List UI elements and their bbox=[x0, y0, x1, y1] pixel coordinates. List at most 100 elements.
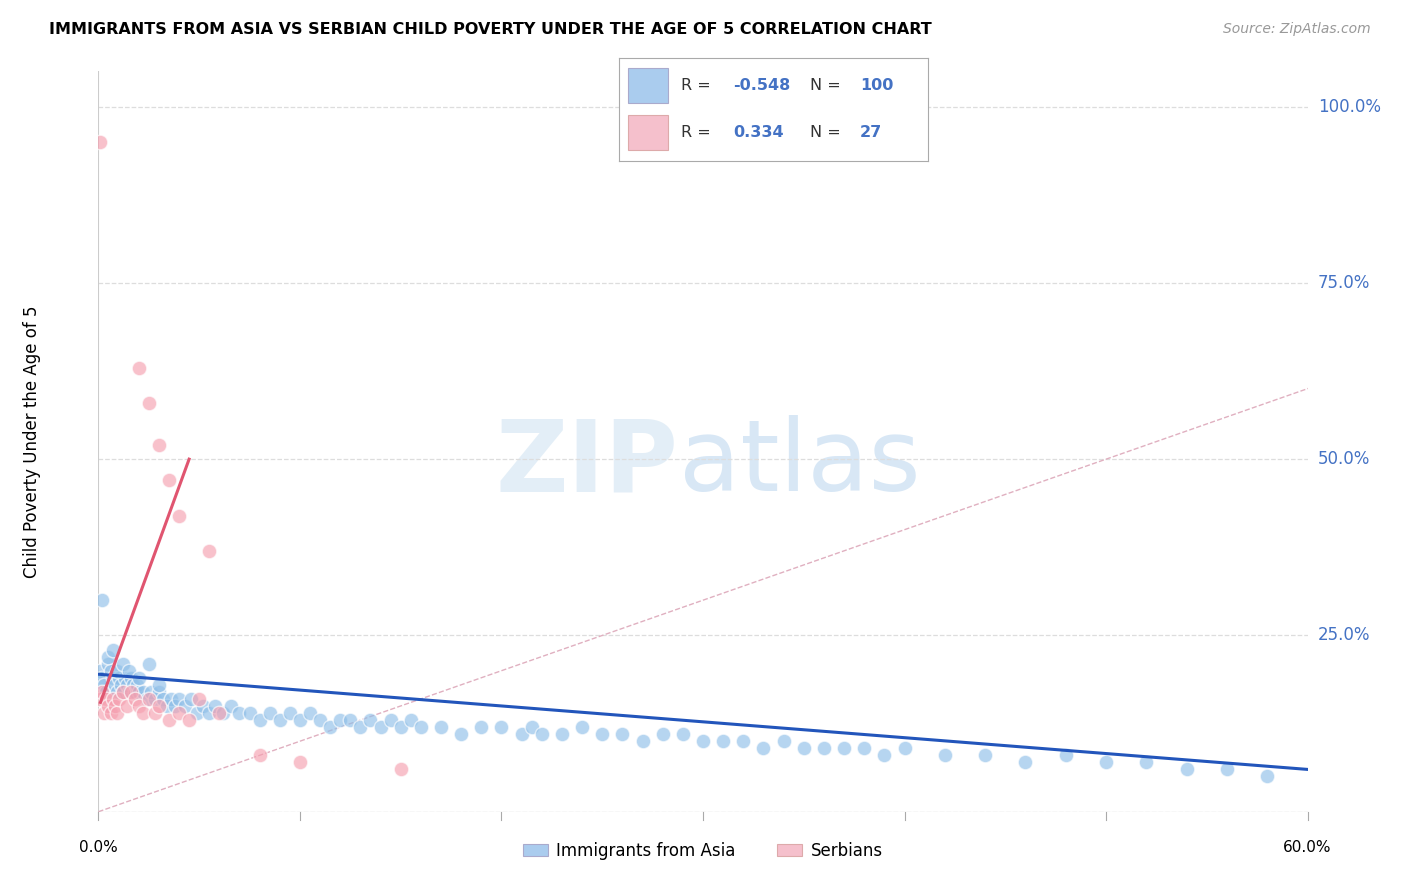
Point bbox=[974, 748, 997, 763]
Point bbox=[96, 692, 118, 706]
Point bbox=[148, 685, 170, 699]
Point bbox=[1216, 763, 1239, 777]
Point bbox=[157, 713, 180, 727]
Point bbox=[128, 671, 150, 685]
Point bbox=[118, 685, 141, 699]
Point bbox=[711, 734, 734, 748]
Point bbox=[1175, 763, 1198, 777]
Point bbox=[157, 473, 180, 487]
Text: -0.548: -0.548 bbox=[733, 78, 790, 93]
Point bbox=[125, 678, 148, 692]
Text: 75.0%: 75.0% bbox=[1317, 274, 1369, 292]
Text: 100: 100 bbox=[860, 78, 893, 93]
Point bbox=[470, 720, 492, 734]
Point bbox=[103, 678, 125, 692]
Point bbox=[249, 713, 271, 727]
Point bbox=[156, 698, 179, 713]
Point bbox=[100, 706, 122, 720]
Point bbox=[114, 671, 136, 685]
Text: N =: N = bbox=[810, 126, 846, 140]
Text: 25.0%: 25.0% bbox=[1317, 626, 1371, 644]
Point bbox=[128, 360, 150, 375]
Point bbox=[148, 678, 170, 692]
Point bbox=[101, 692, 124, 706]
Point bbox=[143, 692, 166, 706]
Point bbox=[198, 544, 221, 558]
Point bbox=[160, 692, 183, 706]
Point bbox=[571, 720, 593, 734]
Point bbox=[813, 741, 835, 756]
Point bbox=[389, 763, 412, 777]
Point bbox=[124, 692, 146, 706]
Point bbox=[167, 508, 190, 523]
Point bbox=[138, 692, 160, 706]
Text: N =: N = bbox=[810, 78, 846, 93]
Point bbox=[121, 678, 143, 692]
Point bbox=[329, 713, 352, 727]
Point bbox=[110, 678, 132, 692]
Point bbox=[139, 685, 162, 699]
Point bbox=[339, 713, 361, 727]
Point bbox=[349, 720, 371, 734]
Point bbox=[148, 698, 170, 713]
Point bbox=[138, 657, 160, 671]
Point bbox=[212, 706, 235, 720]
Point bbox=[370, 720, 392, 734]
Point bbox=[128, 698, 150, 713]
Legend: Immigrants from Asia, Serbians: Immigrants from Asia, Serbians bbox=[516, 835, 890, 866]
Point bbox=[91, 685, 114, 699]
Point bbox=[89, 692, 111, 706]
Bar bbox=[628, 115, 668, 150]
Text: IMMIGRANTS FROM ASIA VS SERBIAN CHILD POVERTY UNDER THE AGE OF 5 CORRELATION CHA: IMMIGRANTS FROM ASIA VS SERBIAN CHILD PO… bbox=[49, 22, 932, 37]
Text: 0.334: 0.334 bbox=[733, 126, 783, 140]
Point bbox=[105, 664, 128, 678]
Point bbox=[188, 692, 211, 706]
Point bbox=[832, 741, 855, 756]
Point bbox=[612, 727, 634, 741]
Point bbox=[103, 698, 125, 713]
Point bbox=[111, 685, 134, 699]
Point bbox=[389, 720, 412, 734]
Point bbox=[510, 727, 533, 741]
Point bbox=[107, 692, 129, 706]
Point bbox=[167, 706, 190, 720]
Point bbox=[450, 727, 472, 741]
Point bbox=[319, 720, 342, 734]
Point bbox=[111, 657, 134, 671]
Point bbox=[1014, 756, 1036, 770]
Point bbox=[249, 748, 271, 763]
Point bbox=[591, 727, 613, 741]
Point bbox=[934, 748, 956, 763]
Point bbox=[120, 685, 142, 699]
Point bbox=[179, 713, 201, 727]
Point bbox=[1095, 756, 1118, 770]
Point bbox=[360, 713, 382, 727]
Point bbox=[97, 649, 120, 664]
Point bbox=[91, 671, 114, 685]
Point bbox=[269, 713, 291, 727]
Point bbox=[198, 706, 221, 720]
Point bbox=[399, 713, 422, 727]
Point bbox=[288, 756, 311, 770]
Text: ZIP: ZIP bbox=[496, 416, 679, 512]
Point bbox=[520, 720, 543, 734]
Text: 100.0%: 100.0% bbox=[1317, 97, 1381, 116]
Point bbox=[221, 698, 243, 713]
Text: R =: R = bbox=[681, 78, 716, 93]
Point bbox=[118, 664, 141, 678]
Point bbox=[651, 727, 673, 741]
Point bbox=[138, 396, 160, 410]
Point bbox=[152, 692, 174, 706]
Point bbox=[793, 741, 815, 756]
Point bbox=[107, 671, 129, 685]
Point bbox=[97, 698, 120, 713]
Text: atlas: atlas bbox=[679, 416, 921, 512]
Point bbox=[672, 727, 695, 741]
Point bbox=[97, 657, 120, 671]
Point bbox=[430, 720, 453, 734]
Point bbox=[93, 706, 115, 720]
Point bbox=[1256, 769, 1278, 783]
Point bbox=[551, 727, 574, 741]
Point bbox=[893, 741, 915, 756]
Point bbox=[259, 706, 281, 720]
